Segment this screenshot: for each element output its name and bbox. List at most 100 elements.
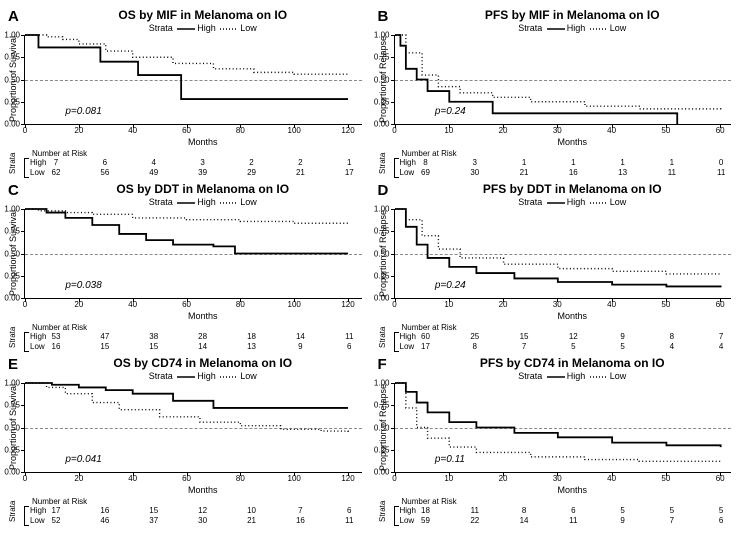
risk-value: 52 [52,516,61,526]
y-tick-label: 0.75 [374,401,395,410]
panel-C: C OS by DDT in Melanoma on IOStrata High … [8,182,368,352]
y-tick-label: 0.50 [4,249,25,258]
x-tick-label: 20 [499,474,508,483]
risk-value: 16 [52,342,61,352]
km-curve-high [25,35,348,99]
risk-value: 11 [717,168,725,178]
x-tick-label: 20 [74,474,83,483]
risk-title: Number at Risk [32,323,362,332]
risk-value: 4 [719,342,723,352]
x-axis-label: Months [408,485,738,495]
x-tick-label: 20 [499,300,508,309]
panel-E: EOS by CD74 in Melanoma on IOStrata High… [8,356,368,526]
x-tick-label: 40 [607,126,616,135]
x-tick-label: 60 [182,474,191,483]
risk-value: 7 [522,342,526,352]
x-tick-label: 120 [341,300,354,309]
panel-letter: E [8,356,18,373]
p-value: p=0.11 [435,454,465,465]
risk-value: 17 [345,168,354,178]
p-value: p=0.041 [65,454,101,465]
x-tick-label: 0 [392,474,396,483]
x-tick-label: 100 [288,126,301,135]
risk-row: High181186555 [400,506,732,516]
risk-row: High171615121076 [30,506,362,516]
risk-value: 18 [247,332,256,342]
x-tick-label: 0 [392,300,396,309]
risk-row: Low62564939292117 [30,168,362,178]
panel-letter: F [378,356,387,373]
risk-row: High53473828181411 [30,332,362,342]
risk-value: 59 [421,516,430,526]
x-tick-label: 20 [74,300,83,309]
y-tick-label: 0.50 [374,75,395,84]
risk-value: 7 [54,158,58,168]
risk-value: 5 [620,342,624,352]
risk-value: 11 [668,168,676,178]
risk-value: 7 [298,506,302,516]
risk-value: 5 [719,506,723,516]
panel-letter: C [8,182,19,199]
risk-value: 14 [296,332,305,342]
x-tick-label: 10 [444,474,453,483]
risk-value: 53 [52,332,61,342]
strata-legend: Strata High Low [38,197,368,207]
x-tick-label: 60 [716,300,725,309]
risk-value: 14 [520,516,529,526]
x-tick-label: 60 [182,300,191,309]
panel-F: FPFS by CD74 in Melanoma on IOStrata Hig… [378,356,738,526]
x-tick-label: 80 [236,474,245,483]
x-axis-label: Months [38,137,368,147]
risk-value: 30 [198,516,207,526]
risk-value: 21 [296,168,305,178]
x-tick-label: 0 [23,126,27,135]
strata-legend: Strata High Low [38,371,368,381]
panel-letter: B [378,8,389,25]
risk-value: 13 [618,168,627,178]
risk-value: 6 [347,342,351,352]
risk-value: 22 [470,516,479,526]
y-tick-label: 0.25 [374,445,395,454]
x-tick-label: 120 [341,474,354,483]
y-tick-label: 1.00 [374,205,395,214]
risk-row: High8311110 [400,158,732,168]
x-tick-label: 20 [499,126,508,135]
risk-value: 62 [52,168,61,178]
risk-value: 17 [52,506,61,516]
risk-value: 12 [569,332,578,342]
risk-title: Number at Risk [402,149,732,158]
x-tick-label: 0 [392,126,396,135]
y-tick-label: 0.25 [4,97,25,106]
risk-title: Number at Risk [402,323,732,332]
strata-legend: Strata High Low [408,23,738,33]
risk-value: 13 [247,342,256,352]
panel-title: OS by DDT in Melanoma on IO [38,182,368,196]
risk-value: 56 [100,168,109,178]
panel-title: OS by MIF in Melanoma on IO [38,8,368,22]
risk-value: 2 [298,158,302,168]
plot-area: 0.000.250.500.751.000102030405060p=0.24 [394,209,732,299]
risk-value: 11 [569,516,577,526]
risk-value: 16 [100,506,109,516]
risk-value: 11 [345,332,353,342]
risk-value: 5 [670,506,674,516]
x-tick-label: 100 [288,474,301,483]
panel-title: PFS by DDT in Melanoma on IO [408,182,738,196]
strata-legend: Strata High Low [408,371,738,381]
x-tick-label: 50 [661,126,670,135]
x-tick-label: 10 [444,300,453,309]
km-curve-high [395,383,721,447]
risk-value: 69 [421,168,430,178]
risk-value: 5 [571,342,575,352]
panel-letter: A [8,8,19,25]
risk-strata-label: Strata [8,323,20,352]
x-tick-label: 20 [74,126,83,135]
risk-value: 28 [198,332,207,342]
plot-area: 0.000.250.500.751.00020406080100120p=0.0… [24,35,362,125]
km-curve-high [25,209,348,254]
p-value: p=0.24 [435,106,466,117]
risk-value: 15 [149,506,158,516]
panel-D: DPFS by DDT in Melanoma on IOStrata High… [378,182,738,352]
x-tick-label: 80 [236,126,245,135]
risk-strata-label: Strata [378,149,390,178]
